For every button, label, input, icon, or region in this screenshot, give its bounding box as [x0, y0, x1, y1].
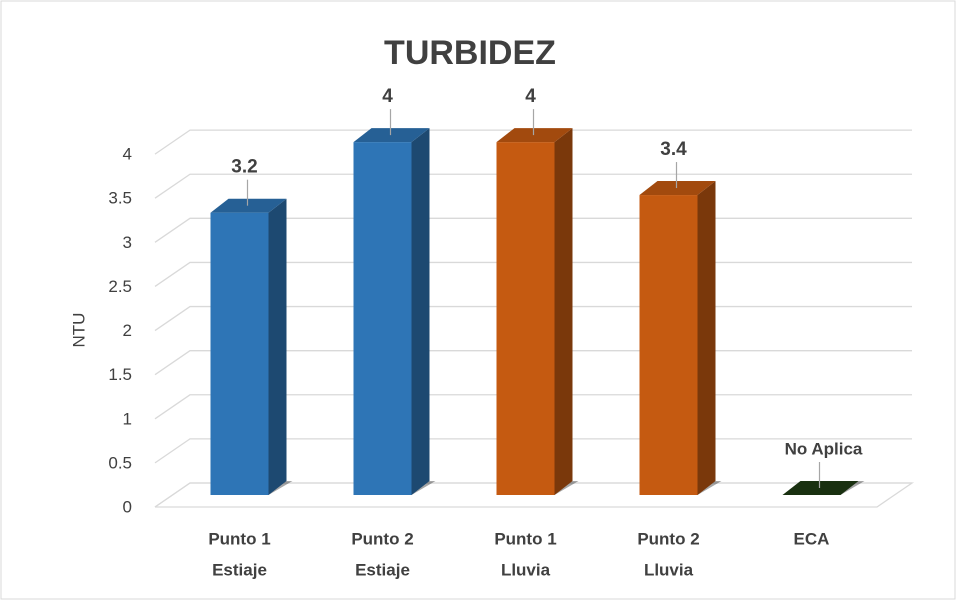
- y-tick-label: 4: [123, 145, 132, 164]
- y-tick-label: 3: [123, 233, 132, 252]
- bar-top: [496, 128, 573, 143]
- x-tick-label: ECA: [794, 529, 830, 548]
- data-label: 4: [525, 86, 536, 107]
- bar-front: [353, 142, 412, 495]
- data-label: 3.2: [231, 157, 257, 178]
- bar-top: [210, 198, 287, 213]
- x-tick-label: Punto 2: [351, 529, 413, 548]
- bar-side: [268, 198, 287, 495]
- bar: [210, 198, 293, 495]
- bar: [639, 181, 722, 496]
- bar-front: [496, 142, 555, 495]
- y-tick-label: 0: [123, 497, 132, 516]
- x-tick-label: Lluvia: [644, 560, 694, 579]
- x-tick-label: Estiaje: [212, 560, 267, 579]
- x-tick-label: Punto 2: [637, 529, 699, 548]
- x-tick-label: Punto 1: [208, 529, 270, 548]
- bar-front: [639, 195, 698, 496]
- bar-top: [782, 481, 859, 495]
- data-label: 3.4: [660, 139, 687, 160]
- bar: [782, 481, 865, 495]
- y-tick-label: 2: [123, 321, 132, 340]
- x-tick-label: Punto 1: [494, 529, 556, 548]
- bar: [496, 128, 579, 495]
- floor: [154, 482, 915, 508]
- bar-top: [353, 128, 430, 143]
- grid-line: [154, 173, 912, 199]
- data-label: 4: [382, 86, 393, 107]
- bar: [353, 128, 436, 495]
- y-tick-label: 1: [123, 409, 132, 428]
- y-tick-label: 1.5: [108, 365, 132, 384]
- bar-side: [697, 181, 716, 496]
- y-tick-label: 0.5: [108, 453, 132, 472]
- annotation: No Aplica: [785, 439, 863, 458]
- x-tick-label: Estiaje: [355, 560, 410, 579]
- y-axis-label: NTU: [69, 313, 88, 348]
- bar-top: [639, 181, 716, 196]
- y-tick-label: 2.5: [108, 277, 132, 296]
- y-tick-label: 3.5: [108, 189, 132, 208]
- bar-front: [210, 212, 269, 495]
- bar-side: [554, 128, 573, 495]
- chart-title: TURBIDEZ: [384, 34, 556, 72]
- grid-line: [154, 129, 912, 155]
- bar-side: [411, 128, 430, 495]
- x-tick-label: Lluvia: [501, 560, 551, 579]
